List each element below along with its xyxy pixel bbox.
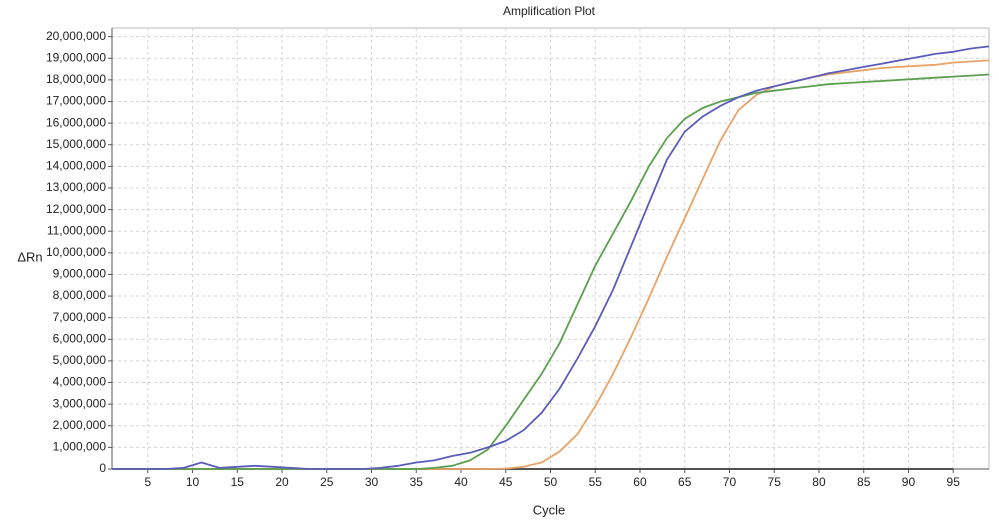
series-line	[112, 45, 990, 470]
y-tick-label: 12,000,000	[46, 202, 106, 216]
y-tick-label: 19,000,000	[46, 50, 106, 64]
y-tick-label: 0	[99, 461, 106, 475]
y-tick-label: 3,000,000	[53, 396, 107, 410]
y-tick-label: 16,000,000	[46, 115, 106, 129]
x-tick-label: 95	[947, 475, 961, 489]
x-axis-label: Cycle	[533, 502, 566, 517]
x-tick-label: 25	[320, 475, 334, 489]
y-tick-label: 15,000,000	[46, 137, 106, 151]
y-tick-label: 5,000,000	[53, 353, 107, 367]
x-tick-label: 85	[857, 475, 871, 489]
x-tick-label: 10	[186, 475, 200, 489]
x-tick-label: 70	[723, 475, 737, 489]
y-tick-label: 13,000,000	[46, 180, 106, 194]
y-tick-label: 2,000,000	[53, 418, 107, 432]
x-tick-label: 35	[410, 475, 424, 489]
y-tick-label: 11,000,000	[47, 223, 106, 237]
series-line	[112, 73, 990, 470]
y-tick-label: 9,000,000	[53, 267, 107, 281]
x-tick-label: 55	[589, 475, 603, 489]
x-tick-label: 90	[902, 475, 916, 489]
y-tick-label: 14,000,000	[46, 159, 106, 173]
x-tick-label: 60	[633, 475, 647, 489]
y-tick-label: 1,000,000	[53, 440, 107, 454]
x-tick-label: 75	[768, 475, 782, 489]
y-tick-label: 7,000,000	[53, 310, 107, 324]
x-tick-label: 15	[231, 475, 245, 489]
y-tick-label: 6,000,000	[53, 331, 107, 345]
y-tick-label: 10,000,000	[46, 245, 106, 259]
y-tick-label: 4,000,000	[53, 375, 107, 389]
x-tick-label: 20	[275, 475, 289, 489]
x-tick-label: 50	[544, 475, 558, 489]
x-tick-label: 65	[678, 475, 692, 489]
y-tick-label: 18,000,000	[46, 72, 106, 86]
y-tick-label: 8,000,000	[53, 288, 107, 302]
chart-title: Amplification Plot	[503, 4, 596, 18]
x-tick-label: 30	[365, 475, 379, 489]
x-tick-label: 40	[454, 475, 468, 489]
x-tick-label: 5	[144, 475, 151, 489]
y-tick-label: 17,000,000	[46, 94, 106, 108]
y-tick-label: 20,000,000	[46, 29, 106, 43]
y-axis-label: ΔRn	[17, 249, 42, 264]
x-tick-label: 45	[499, 475, 513, 489]
x-tick-label: 80	[812, 475, 826, 489]
